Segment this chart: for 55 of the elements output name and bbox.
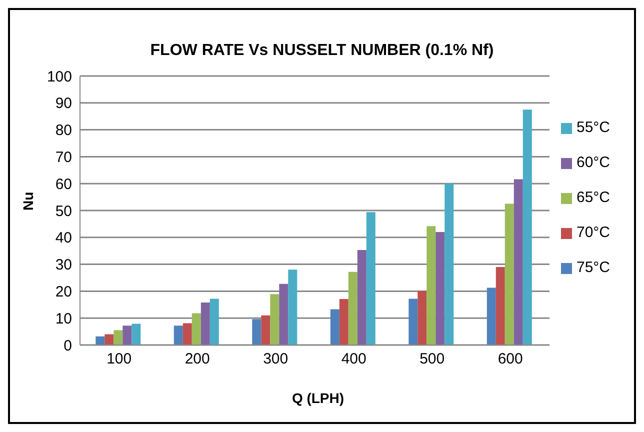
y-tick-label: 30 [55,256,72,274]
bar [486,288,496,345]
x-tick-label: 300 [263,350,288,368]
bar [200,302,210,345]
bar [330,309,340,345]
y-tick-label: 20 [55,284,72,301]
y-tick-label: 60 [55,176,72,193]
x-tick-label: 600 [498,350,523,368]
y-tick-label: 40 [55,230,72,247]
legend-label: 55°C [576,119,610,136]
bar [436,232,445,345]
bar [104,334,114,345]
legend-label: 65°C [576,189,610,206]
y-tick-label: 0 [64,337,72,354]
bar [182,323,192,345]
x-tick-label: 200 [184,350,210,368]
bar [122,326,132,345]
y-tick-label: 80 [55,122,72,140]
bar [496,266,505,345]
bar [514,179,523,345]
y-tick-label: 50 [55,202,72,220]
y-tick-label: 100 [46,68,72,86]
bar [504,204,514,345]
bar [174,326,183,345]
bar [357,250,366,345]
bar [426,226,436,345]
bar [288,270,298,345]
legend-label: 60°C [576,154,610,171]
x-axis-title: Q (LPH) [290,390,346,406]
bar [279,284,288,345]
chart-title: FLOW RATE Vs NUSSELT NUMBER (0.1% Nf) [149,42,495,60]
bar [261,315,270,345]
legend-label: 75°C [576,259,610,276]
x-tick-label: 500 [420,350,445,368]
x-tick-label: 400 [341,350,366,368]
y-tick-label: 70 [55,149,72,166]
bar [366,212,376,345]
bar [192,313,201,345]
y-tick-label: 90 [55,95,72,112]
bar [522,110,532,345]
legend-label: 70°C [576,224,610,241]
y-axis-title: Nu [20,192,36,210]
y-tick-label: 10 [55,310,72,328]
x-tick-label: 100 [106,350,132,368]
bar [114,330,123,345]
bar [252,319,262,345]
bar [270,294,280,345]
bar [408,298,418,345]
bar [96,336,105,345]
bar [444,183,454,345]
bar [418,290,427,345]
bar [210,298,219,345]
bar [132,324,141,345]
bar [339,299,348,345]
bar [348,272,358,345]
